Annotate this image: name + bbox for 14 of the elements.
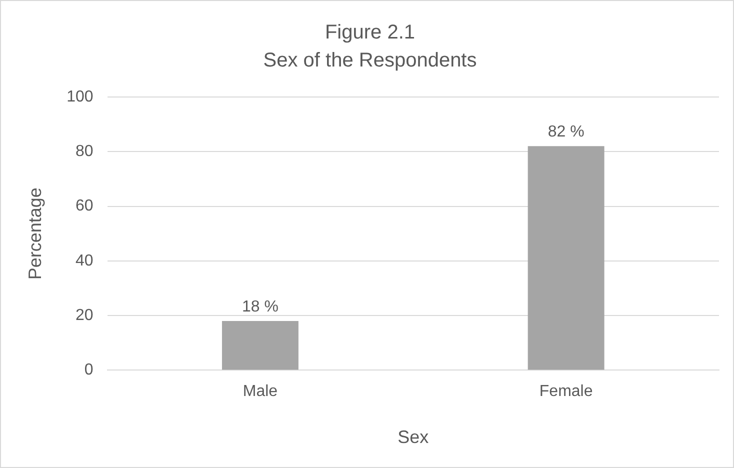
data-label: 18 % bbox=[242, 298, 278, 316]
x-axis-title: Sex bbox=[398, 427, 429, 448]
y-tick-label: 100 bbox=[66, 88, 94, 106]
y-tick-label: 0 bbox=[84, 362, 94, 379]
y-tick-label: 40 bbox=[76, 252, 94, 270]
x-tick-label: Female bbox=[539, 383, 593, 400]
y-tick-label: 60 bbox=[76, 198, 94, 215]
y-axis-title: Percentage bbox=[24, 188, 45, 280]
chart-title: Figure 2.1 bbox=[324, 22, 416, 44]
y-tick-label: 80 bbox=[76, 143, 94, 160]
chart-subtitle: Sex of the Respondents bbox=[263, 50, 477, 72]
data-label: 82 % bbox=[548, 124, 584, 141]
x-tick-label: Male bbox=[242, 383, 278, 400]
y-tick-label: 20 bbox=[76, 306, 94, 324]
